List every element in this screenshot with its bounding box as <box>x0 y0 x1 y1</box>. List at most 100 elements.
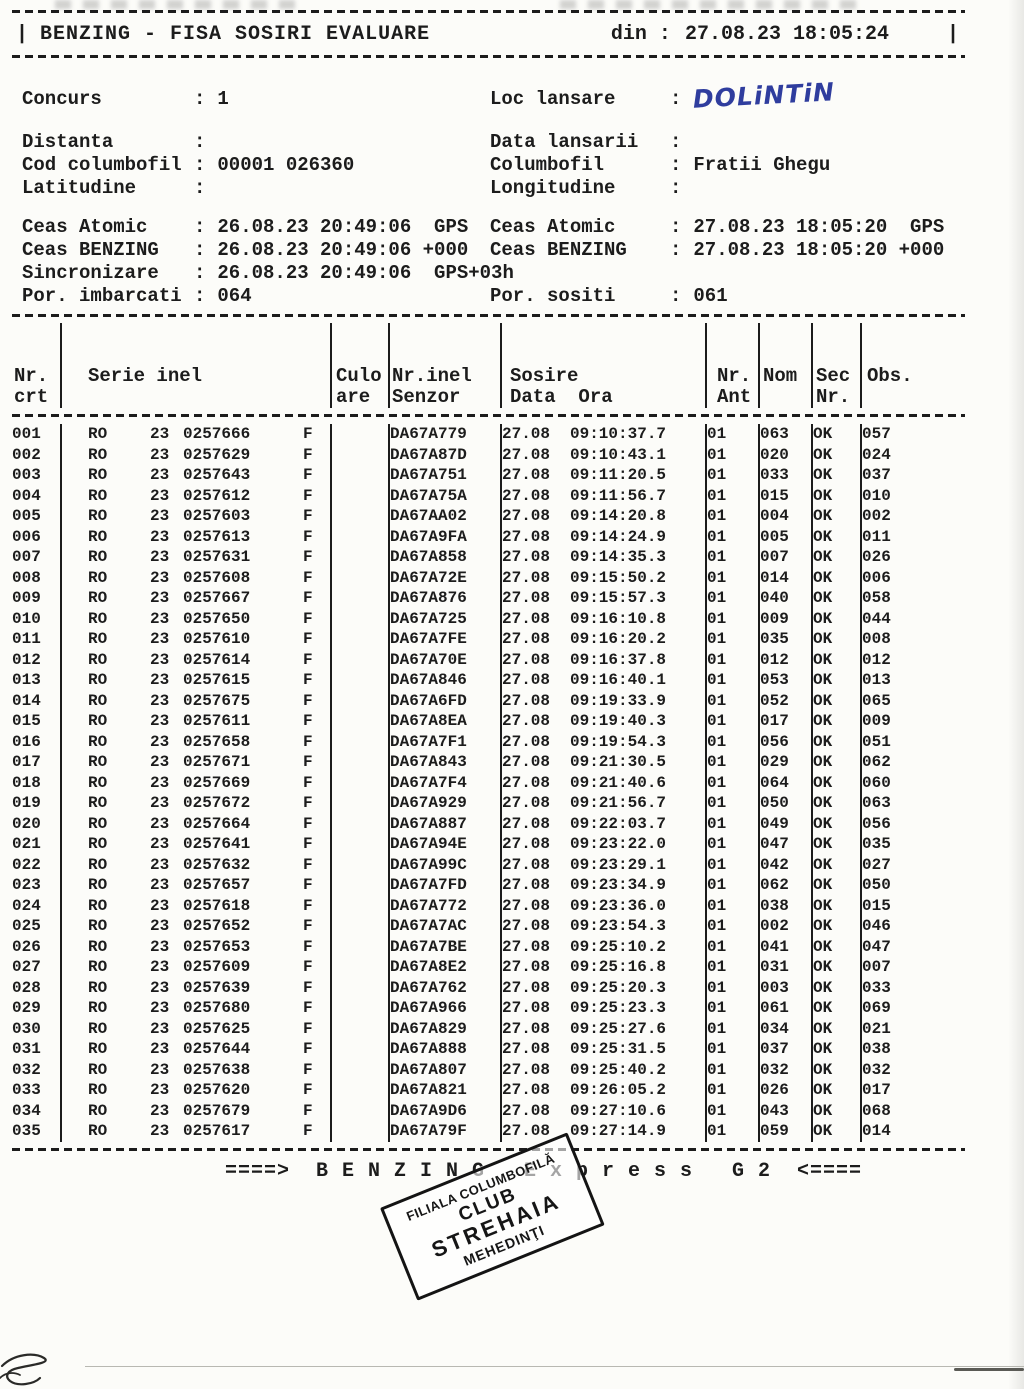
clock-line: Ceas BENZING : 27.08.23 18:05:20 +000 <box>490 239 945 261</box>
table-row: 026 RO 23 0257653 F DA67A7BE 27.08 09:25:10.2 01… <box>12 936 965 957</box>
cell-nr-crt: 013 <box>12 670 62 691</box>
cell-culoare <box>332 506 390 527</box>
cell-culoare <box>332 998 390 1019</box>
cell-nr-ant: 01 <box>707 772 760 793</box>
cell-serie-inel: RO 23 0257653 F <box>62 936 332 957</box>
cell-nom: 020 <box>760 444 813 465</box>
cell-nom: 032 <box>760 1059 813 1080</box>
cell-obs: 051 <box>862 732 891 751</box>
cell-nr-crt: 004 <box>12 485 62 506</box>
cell-nom: 040 <box>760 588 813 609</box>
cell-sec: OK <box>813 895 862 916</box>
cell-obs: 058 <box>862 589 891 607</box>
clock-line: Ceas BENZING : 26.08.23 20:49:06 +000 <box>22 239 469 261</box>
cell-nom: 004 <box>760 506 813 527</box>
cell-nom: 007 <box>760 547 813 568</box>
cell-sec: OK <box>813 506 862 527</box>
clock-line: Ceas Atomic : 26.08.23 20:49:06 GPS <box>22 216 469 238</box>
cell-serie-inel: RO 23 0257611 F <box>62 711 332 732</box>
cell-nom: 052 <box>760 690 813 711</box>
cell-serie-inel: RO 23 0257639 F <box>62 977 332 998</box>
cell-senzor: DA67A858 <box>390 547 502 568</box>
cell-serie-inel: RO 23 0257675 F <box>62 690 332 711</box>
cell-sosire: 27.08 09:25:16.8 <box>502 957 707 978</box>
cell-nom: 059 <box>760 1121 813 1142</box>
cell-sosire: 27.08 09:14:24.9 <box>502 526 707 547</box>
cell-culoare <box>332 957 390 978</box>
cell-nr-ant: 01 <box>707 629 760 650</box>
cell-obs: 002 <box>862 507 891 525</box>
cell-sec: OK <box>813 567 862 588</box>
cell-senzor: DA67A8EA <box>390 711 502 732</box>
cell-nr-ant: 01 <box>707 670 760 691</box>
clock-line: Ceas Atomic : 27.08.23 18:05:20 GPS <box>490 216 945 238</box>
cell-culoare <box>332 977 390 998</box>
cell-senzor: DA67A779 <box>390 424 502 445</box>
table-dashed-line-header-bottom <box>12 414 965 417</box>
table-row: 025 RO 23 0257652 F DA67A7AC 27.08 09:23:54.3 01… <box>12 916 965 937</box>
cell-senzor: DA67A966 <box>390 998 502 1019</box>
table-row: 005 RO 23 0257603 F DA67AA02 27.08 09:14:20.8 01… <box>12 506 965 527</box>
cell-senzor: DA67A7FD <box>390 875 502 896</box>
cell-sec: OK <box>813 936 862 957</box>
cell-sec: OK <box>813 424 862 445</box>
cell-serie-inel: RO 23 0257613 F <box>62 526 332 547</box>
cell-nr-crt: 025 <box>12 916 62 937</box>
cell-nom: 026 <box>760 1080 813 1101</box>
table-row: 006 RO 23 0257613 F DA67A9FA 27.08 09:14:24.9 01… <box>12 526 965 547</box>
cell-nr-ant: 01 <box>707 998 760 1019</box>
field-longitudine: Longitudine : <box>490 177 682 199</box>
cell-obs: 010 <box>862 486 891 505</box>
cell-senzor: DA67A87D <box>390 444 502 465</box>
cell-culoare <box>332 936 390 957</box>
cell-nom: 035 <box>760 629 813 650</box>
col-header-obs: Obs. <box>867 365 913 387</box>
cell-sosire: 27.08 09:25:20.3 <box>502 977 707 998</box>
cell-culoare <box>332 1018 390 1039</box>
cell-nr-ant: 01 <box>707 547 760 568</box>
cell-sec: OK <box>813 1059 862 1080</box>
cell-sec: OK <box>813 916 862 937</box>
cell-nr-ant: 01 <box>707 690 760 711</box>
cell-sec: OK <box>813 813 862 834</box>
cell-culoare <box>332 547 390 568</box>
info-section-2: Distanta : Data lansarii : Cod columbofi… <box>12 131 965 200</box>
cell-obs: 062 <box>862 753 891 771</box>
cell-nr-crt: 017 <box>12 752 62 773</box>
table-row: 032 RO 23 0257638 F DA67A807 27.08 09:25:40.2 01… <box>12 1059 965 1080</box>
col-header-nom: Nom <box>760 323 813 408</box>
cell-senzor: DA67A70E <box>390 649 502 670</box>
cell-nom: 012 <box>760 649 813 670</box>
cell-sosire: 27.08 09:16:37.8 <box>502 649 707 670</box>
cell-nr-ant: 01 <box>707 424 760 445</box>
cell-serie-inel: RO 23 0257631 F <box>62 547 332 568</box>
cell-culoare <box>332 916 390 937</box>
din-label: din : <box>610 22 671 46</box>
cell-nr-crt: 019 <box>12 793 62 814</box>
cell-sec: OK <box>813 998 862 1019</box>
cell-nr-ant: 01 <box>707 936 760 957</box>
table-body: 001 RO 23 0257666 F DA67A779 27.08 09:10:37.7 01… <box>12 424 965 1142</box>
cell-nr-crt: 014 <box>12 690 62 711</box>
col-header-nr-crt: Nr. crt <box>12 323 62 408</box>
cell-senzor: DA67A772 <box>390 895 502 916</box>
cell-nom: 009 <box>760 608 813 629</box>
cell-culoare <box>332 711 390 732</box>
cell-obs: 038 <box>862 1040 891 1058</box>
cell-nom: 037 <box>760 1039 813 1060</box>
cell-sosire: 27.08 09:10:37.7 <box>502 424 707 445</box>
cell-nr-ant: 01 <box>707 1039 760 1060</box>
cell-serie-inel: RO 23 0257603 F <box>62 506 332 527</box>
cell-nr-crt: 011 <box>12 629 62 650</box>
cell-culoare <box>332 1100 390 1121</box>
cell-sec: OK <box>813 629 862 650</box>
cell-obs: 069 <box>862 999 891 1017</box>
cell-obs: 037 <box>862 466 891 484</box>
cell-nr-ant: 01 <box>707 444 760 465</box>
cell-nr-crt: 032 <box>12 1059 62 1080</box>
cell-sosire: 27.08 09:11:20.5 <box>502 465 707 486</box>
cell-obs: 068 <box>862 1101 891 1120</box>
cell-nom: 049 <box>760 813 813 834</box>
cell-serie-inel: RO 23 0257614 F <box>62 649 332 670</box>
cell-senzor: DA67A79F <box>390 1121 502 1142</box>
